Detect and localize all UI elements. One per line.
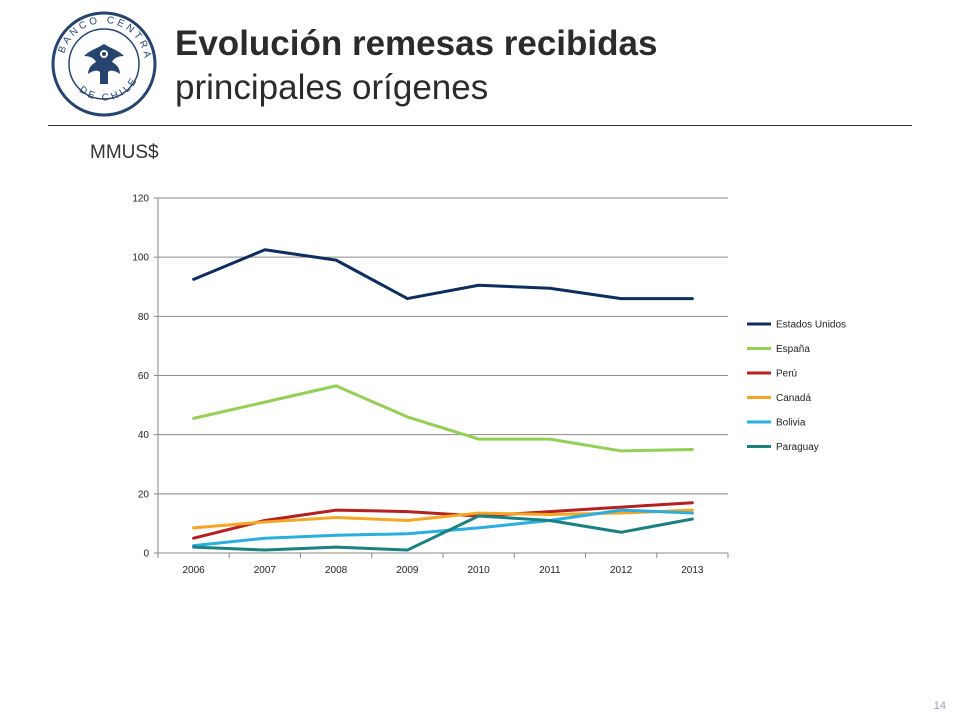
x-tick-label: 2009 <box>396 565 419 576</box>
remittances-line-chart: 0 20 40 60 80 100 120 2006 2007 2008 2009 2010 2011 2… <box>100 180 900 610</box>
x-tick-label: 2011 <box>539 565 561 576</box>
series-line-españa <box>192 384 694 453</box>
x-tick-label: 2006 <box>183 565 206 576</box>
legend-label: Canadá <box>776 393 811 404</box>
chart-svg: 0 20 40 60 80 100 120 2006 2007 2008 2009 2010 2011 2… <box>132 194 846 577</box>
legend-label: Paraguay <box>776 442 819 453</box>
y-tick-label: 0 <box>143 549 149 560</box>
x-tick-label: 2010 <box>468 565 491 576</box>
y-tick-label: 120 <box>132 194 149 205</box>
page-title: Evolución remesas recibidas <box>175 24 658 63</box>
x-tick-label: 2008 <box>325 565 348 576</box>
page-number: 14 <box>933 700 946 712</box>
y-tick-label: 60 <box>138 371 150 382</box>
y-tick-label: 100 <box>132 253 149 264</box>
logo-text-bottom: DE CHILE <box>77 74 138 103</box>
page-subtitle: principales orígenes <box>175 68 489 107</box>
series-line-perú <box>192 501 694 540</box>
series-line-bolivia <box>192 508 694 548</box>
legend-label: España <box>776 344 810 355</box>
series-line-paraguay <box>192 514 694 552</box>
x-tick-label: 2012 <box>610 565 633 576</box>
y-tick-label: 80 <box>138 312 150 323</box>
y-tick-label: 20 <box>138 489 150 500</box>
svg-text:DE CHILE: DE CHILE <box>77 74 141 103</box>
y-tick-label: 40 <box>138 430 150 441</box>
series-line-estados-unidos <box>192 248 694 301</box>
x-tick-label: 2013 <box>681 565 704 576</box>
central-bank-seal-logo: BANCO CENTRAL DE CHILE <box>46 2 158 118</box>
x-tick-label: 2007 <box>254 565 277 576</box>
legend-label: Bolivia <box>776 418 806 429</box>
legend-label: Estados Unidos <box>776 320 846 331</box>
legend-label: Perú <box>776 369 797 380</box>
unit-label: MMUS$ <box>90 142 159 163</box>
header-divider <box>48 125 912 126</box>
